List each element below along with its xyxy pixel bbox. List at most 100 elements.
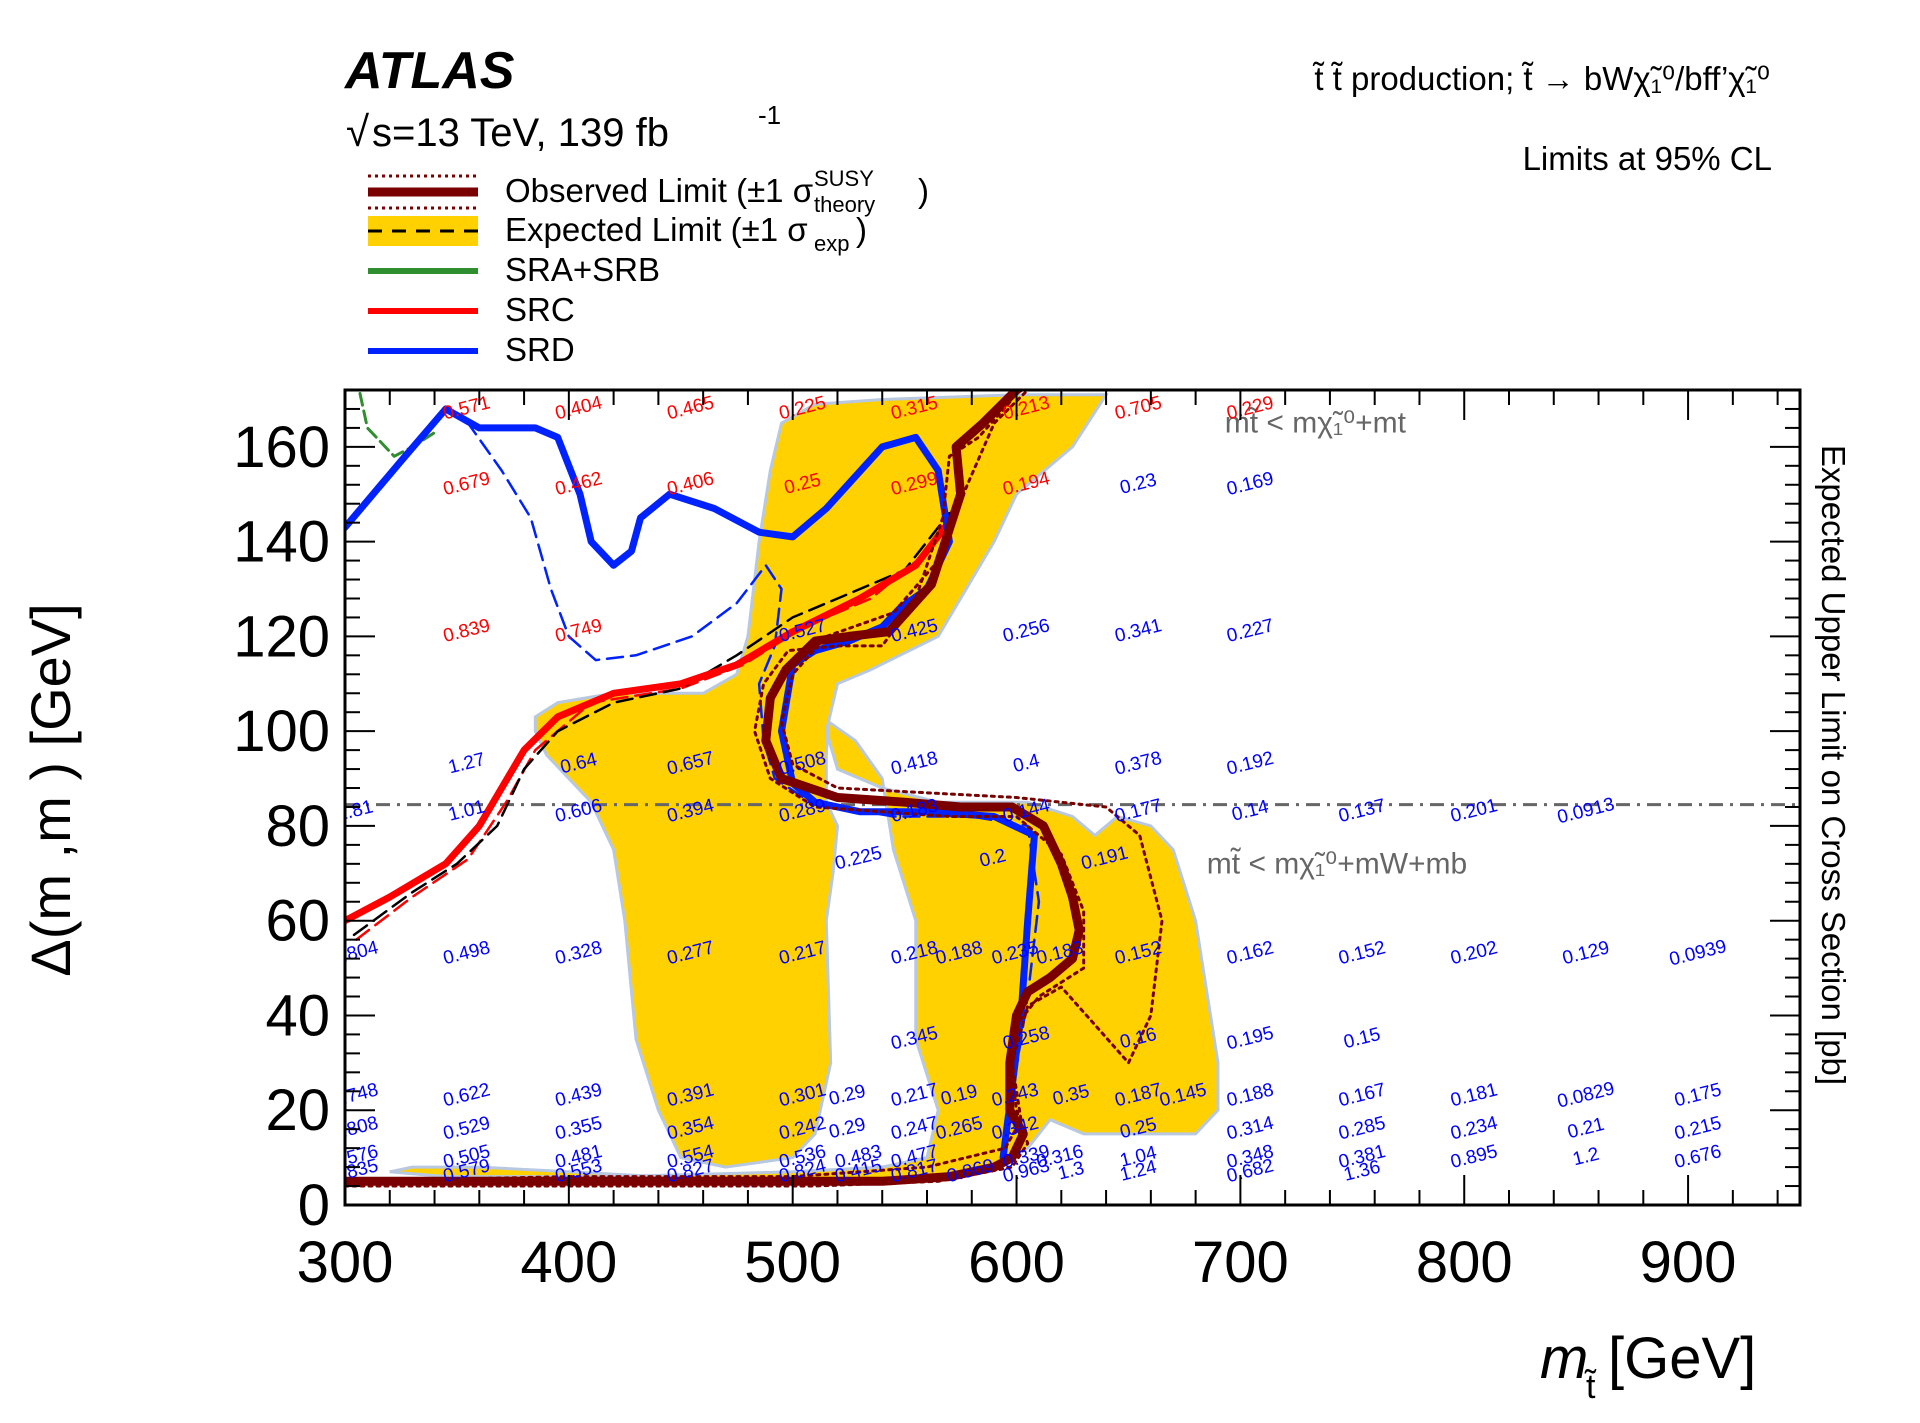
legend: Observed Limit (±1 σ SUSY theory ) Expec… [368,166,929,368]
svg-text:m: m [1540,1326,1588,1391]
grid-value-blue-50: 0.748 [329,1079,380,1111]
legend-sra-srb-label: SRA+SRB [505,251,660,288]
svg-text:√: √ [346,108,370,155]
y-tick-label-40: 40 [265,983,330,1048]
grid-value-blue-77: 0.314 [1225,1113,1277,1145]
grid-value-red-8: 0.679 [441,468,492,500]
grid-value-blue-7: 1.27 [446,749,487,778]
y-tick-label-20: 20 [265,1078,330,1143]
x-tick-label-300: 300 [297,1230,394,1295]
grid-value-blue-69: 0.355 [553,1113,604,1145]
x-tick-label-800: 800 [1416,1230,1513,1295]
src-limit [345,523,949,925]
grid-value-blue-4: 0.256 [1001,615,1052,647]
kinematic-label-text-1: mt̃ < mχ̃₁⁰+mt [1225,407,1407,440]
legend-observed-sup: SUSY [814,166,874,191]
grid-value-blue-56: 0.217 [889,1079,940,1111]
grid-value-blue-51: 0.622 [441,1079,492,1111]
grid-value-blue-25: 0.201 [1448,795,1499,827]
plot-frame [343,388,1802,1207]
grid-value-blue-12: 0.4 [1011,750,1042,777]
process-label: t̃ t̃ production; t̃ → bWχ̃₁⁰/bff’χ̃₁⁰ [1312,60,1770,97]
grid-value-blue-48: 0.195 [1225,1023,1276,1055]
svg-text:t̃: t̃ [1584,1368,1597,1406]
expected-limit [352,511,951,937]
grid-value-blue-65: 0.0829 [1555,1078,1616,1112]
x-tick-label-400: 400 [520,1230,617,1295]
y-tick-label-120: 120 [233,604,330,669]
y-tick-label-160: 160 [233,415,330,480]
grid-value-blue-32: 0.328 [553,937,604,969]
grid-value-blue-6: 0.227 [1225,615,1276,647]
grid-value-blue-80: 0.21 [1566,1114,1607,1143]
legend-src: SRC [368,291,575,328]
legend-srd-label: SRD [505,331,575,368]
grid-value-blue-78: 0.285 [1337,1113,1388,1145]
grid-value-blue-42: 0.202 [1448,937,1499,969]
energy-text: s=13 TeV, 139 fb [372,111,669,155]
observed-limit [345,390,1084,1186]
grid-value-blue-11: 0.418 [889,748,940,780]
grid-value-blue-72: 0.29 [827,1114,868,1143]
grid-value-blue-79: 0.234 [1448,1113,1500,1145]
grid-value-blue-27: 0.225 [833,843,884,875]
grid-value-blue-1: 0.169 [1225,468,1276,500]
kinematic-label-1: mt̃ < mχ̃₁⁰+mt [1225,407,1407,440]
grid-value-blue-26: 0.0913 [1555,794,1616,828]
grid-value-blue-44: 0.0939 [1667,936,1728,970]
grid-value-blue-23: 0.14 [1230,796,1271,825]
y-tick-label-80: 80 [265,794,330,859]
svg-text:[GeV]: [GeV] [1608,1326,1756,1391]
grid-value-blue-0: 0.23 [1118,470,1159,499]
legend-expected: Expected Limit (±1 σ exp ) [368,211,867,256]
legend-srd: SRD [368,331,575,368]
grid-value-blue-94: 0.895 [1448,1141,1499,1173]
grid-value-blue-66: 0.175 [1672,1079,1723,1111]
legend-src-label: SRC [505,291,575,328]
energy-exponent: -1 [758,100,781,130]
legend-observed: Observed Limit (±1 σ SUSY theory ) [368,166,929,217]
grid-value-blue-62: 0.188 [1225,1079,1276,1111]
legend-expected-sub: exp [814,231,849,256]
grid-value-red-6: 0.705 [1113,392,1164,424]
legend-expected-label: Expected Limit (±1 σ [505,211,808,248]
kinematic-label-text-0: mt̃ < mχ̃₁⁰+mW+mb [1207,847,1467,880]
grid-value-red-2: 0.465 [665,392,716,424]
x-tick-label-500: 500 [744,1230,841,1295]
energy-label: √ s=13 TeV, 139 fb -1 [346,100,781,155]
y-tick-label-140: 140 [233,510,330,575]
grid-value-blue-24: 0.137 [1337,795,1388,827]
grid-value-blue-43: 0.129 [1560,937,1611,969]
observed-up [345,390,1164,1183]
grid-value-blue-5: 0.341 [1113,615,1164,647]
cl-label: Limits at 95% CL [1523,140,1772,177]
legend-observed-close: ) [918,172,929,209]
experiment-label: ATLAS [343,42,515,100]
grid-value-blue-17: 0.606 [553,795,604,827]
axes: 300 400 500 600 700 800 900 0 20 40 60 80 100 120 140 1… [233,389,1800,1295]
x-tick-label-900: 900 [1640,1230,1737,1295]
grid-value-red-1: 0.404 [553,392,605,424]
grid-value-blue-64: 0.181 [1448,1079,1499,1111]
grid-value-blue-49: 0.15 [1342,1024,1383,1053]
grid-value-blue-96: 0.676 [1672,1141,1723,1173]
grid-value-blue-30: 0.804 [329,937,381,969]
grid-value-blue-52: 0.439 [553,1079,604,1111]
legend-observed-label: Observed Limit (±1 σ [505,172,813,209]
srd-limit [345,405,1038,1162]
legend-sra-srb: SRA+SRB [368,251,660,288]
sra-srb-limit [357,390,436,458]
grid-value-blue-68: 0.529 [441,1113,492,1145]
grid-value-blue-41: 0.152 [1337,937,1388,969]
grid-value-blue-55: 0.29 [827,1081,868,1110]
legend-expected-close: ) [856,211,867,248]
grid-value-red-15: 0.749 [553,615,604,647]
y-tick-label-100: 100 [233,699,330,764]
y-tick-label-0: 0 [298,1173,330,1238]
grid-value-red-14: 0.839 [441,615,492,647]
grid-value-blue-40: 0.162 [1225,937,1276,969]
x-axis-title: m t̃ [GeV] [1540,1326,1756,1406]
legend-observed-sub: theory [814,192,875,217]
